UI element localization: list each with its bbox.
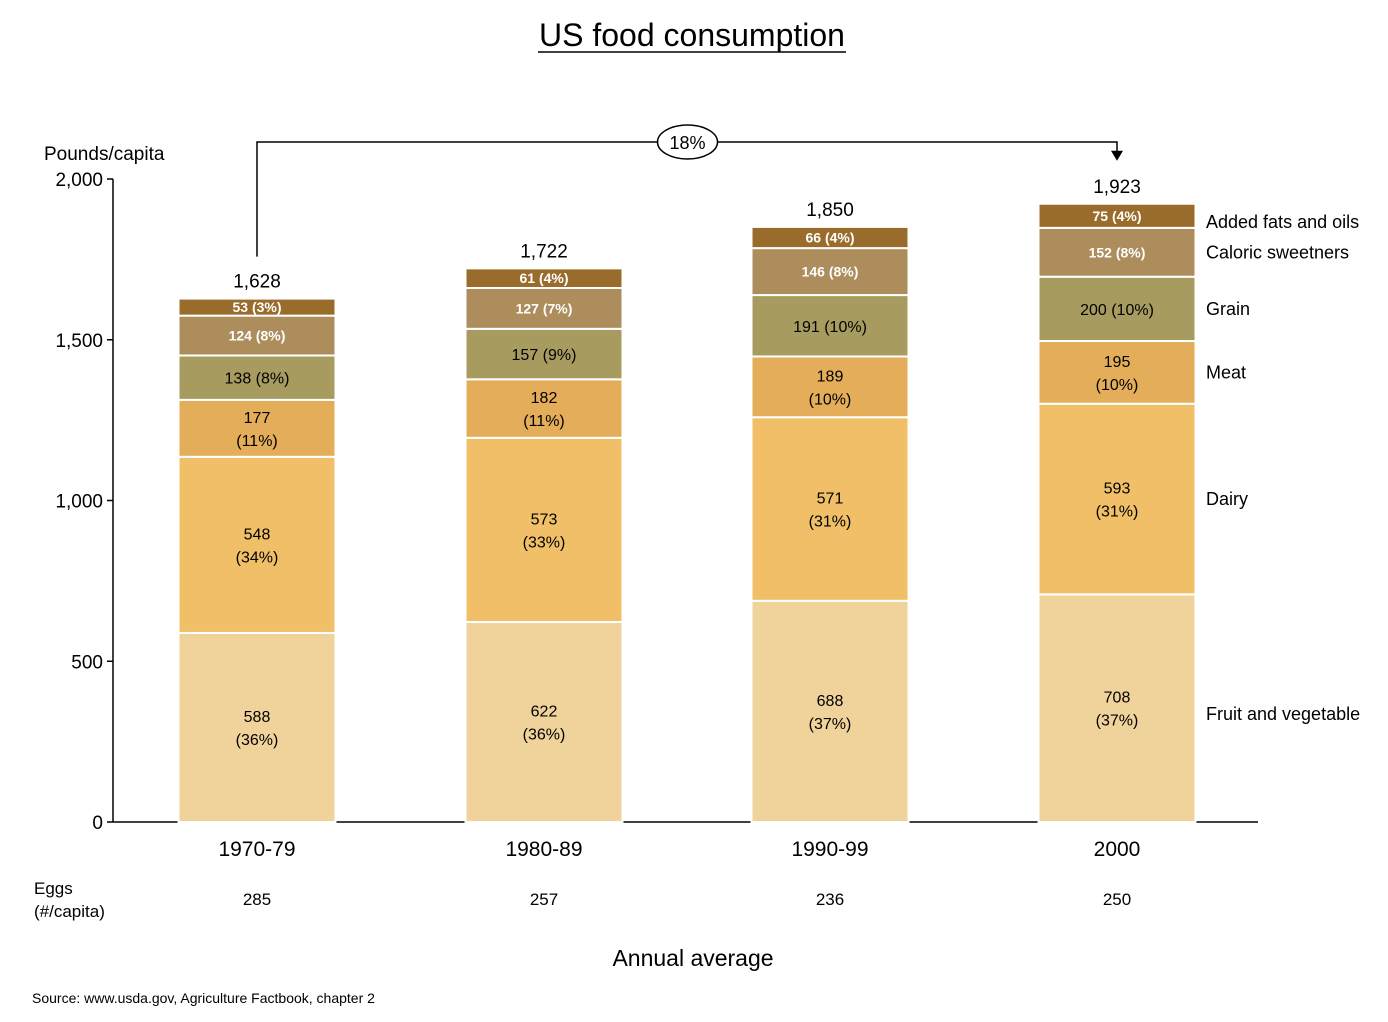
bar-segment bbox=[1037, 340, 1197, 405]
bar-segment bbox=[464, 286, 624, 330]
bar-segment bbox=[1037, 226, 1197, 278]
bar-segment-label: 61 (4%) bbox=[519, 270, 568, 286]
bar-total-label: 1,722 bbox=[520, 241, 568, 262]
bar-segment-label: 573 bbox=[531, 511, 558, 528]
bar-segment bbox=[464, 436, 624, 624]
growth-label: 18% bbox=[669, 133, 705, 153]
bar-segment-label: 622 bbox=[531, 704, 558, 721]
bar-segment-label: (33%) bbox=[523, 534, 566, 551]
bar-segment-label: (37%) bbox=[809, 716, 852, 733]
bar-segment bbox=[1037, 275, 1197, 343]
bar-segment-label: 182 bbox=[531, 390, 558, 407]
bar-segment-label: (10%) bbox=[809, 391, 852, 408]
y-tick-label: 1,500 bbox=[55, 331, 103, 352]
bar-segment-label: (11%) bbox=[523, 413, 565, 430]
bar-segment-label: 75 (4%) bbox=[1092, 208, 1141, 224]
bar-segment-label: 138 (8%) bbox=[225, 371, 290, 388]
bar-segment-label: 688 bbox=[817, 693, 844, 710]
bar-segment-label: 127 (7%) bbox=[516, 300, 573, 316]
bar-segment bbox=[750, 247, 910, 297]
growth-arrowhead bbox=[1111, 150, 1123, 161]
legend-item: Fruit and vegetable bbox=[1206, 704, 1360, 724]
bar-segment bbox=[750, 416, 910, 602]
bar-segment-label: 191 (10%) bbox=[793, 319, 867, 336]
bar-segment bbox=[177, 354, 337, 401]
bar-segment-label: (31%) bbox=[1096, 504, 1139, 521]
bar-segment-label: (36%) bbox=[523, 727, 566, 744]
bar-segment bbox=[464, 378, 624, 439]
bar-segment-label: 708 bbox=[1104, 690, 1131, 707]
legend-item: Dairy bbox=[1206, 489, 1248, 509]
bar-segment bbox=[464, 621, 624, 823]
growth-badge bbox=[656, 124, 719, 160]
eggs-value: 250 bbox=[1103, 890, 1131, 909]
bar-segment-label: (37%) bbox=[1096, 713, 1139, 730]
x-axis-label: Annual average bbox=[612, 945, 773, 971]
bar-total-label: 1,850 bbox=[806, 200, 854, 221]
bar-segment bbox=[177, 455, 337, 634]
bar-segment-label: 548 bbox=[244, 526, 271, 543]
bar-segment-label: (34%) bbox=[236, 549, 279, 566]
bar-segment-label: 53 (3%) bbox=[232, 299, 281, 315]
bar-segment bbox=[1037, 202, 1197, 229]
bar-segment-label: 157 (9%) bbox=[512, 347, 577, 364]
eggs-label: Eggs (#/capita) bbox=[34, 879, 105, 921]
legend: Fruit and vegetable Dairy Meat Grain Caloric… bbox=[1206, 212, 1360, 724]
legend-item: Grain bbox=[1206, 299, 1250, 319]
bar-segment bbox=[750, 599, 910, 823]
bar-segment bbox=[750, 294, 910, 358]
bar-segment-label: 588 bbox=[244, 709, 271, 726]
bar-segment bbox=[177, 297, 337, 317]
legend-item: Added fats and oils bbox=[1206, 212, 1359, 232]
bar-segment-label: 571 bbox=[817, 491, 844, 508]
eggs-values: 285 257 236 250 bbox=[243, 890, 1131, 909]
x-tick-label: 1970-79 bbox=[218, 838, 295, 861]
x-tick-label: 1990-99 bbox=[791, 838, 868, 861]
y-tick-label: 2,000 bbox=[55, 170, 103, 191]
bar-segment bbox=[464, 267, 624, 289]
bar-segment-label: 200 (10%) bbox=[1080, 302, 1154, 319]
bar-segment bbox=[1037, 402, 1197, 596]
legend-item: Caloric sweetners bbox=[1206, 242, 1349, 262]
bar-segment bbox=[177, 631, 337, 824]
eggs-label-line: (#/capita) bbox=[34, 902, 105, 921]
bar-segment-label: 152 (8%) bbox=[1089, 244, 1146, 260]
growth-annotation: 18% bbox=[256, 124, 1123, 257]
source-note: Source: www.usda.gov, Agriculture Factbo… bbox=[32, 990, 375, 1006]
x-tick-label: 1980-89 bbox=[505, 838, 582, 861]
bar-segment-label: 146 (8%) bbox=[802, 264, 859, 280]
eggs-value: 257 bbox=[530, 890, 558, 909]
bar-segment-label: 195 bbox=[1104, 354, 1131, 371]
y-tick-label: 0 bbox=[92, 813, 103, 834]
bar-total-label: 1,628 bbox=[233, 272, 281, 293]
bar-segment-label: 66 (4%) bbox=[805, 230, 854, 246]
y-tick-label: 500 bbox=[71, 652, 103, 673]
bar-segment-label: (11%) bbox=[236, 433, 278, 450]
bar-segment-label: 177 bbox=[244, 410, 271, 427]
chart-title: US food consumption bbox=[539, 17, 845, 53]
bars bbox=[177, 202, 1197, 824]
bar-segment-label: (10%) bbox=[1096, 377, 1139, 394]
y-axis-label: Pounds/capita bbox=[44, 144, 165, 165]
eggs-value: 285 bbox=[243, 890, 271, 909]
legend-item: Meat bbox=[1206, 362, 1246, 382]
bar-segment-label: 189 bbox=[817, 368, 844, 385]
y-tick-label: 1,000 bbox=[55, 492, 103, 513]
bar-segment-label: 124 (8%) bbox=[229, 328, 286, 344]
bar-segment bbox=[177, 398, 337, 458]
bar-segment-label: (31%) bbox=[809, 514, 852, 531]
bar-total-label: 1,923 bbox=[1093, 177, 1141, 198]
bar-segment-label: 593 bbox=[1104, 481, 1131, 498]
bar-labels: 588 (36%) 548 (34%) 177 (11%) 138 (8%) 124 (8%)… bbox=[225, 177, 1154, 749]
eggs-label-line: Eggs bbox=[34, 879, 73, 898]
bar-segment bbox=[177, 314, 337, 357]
x-tick-label: 2000 bbox=[1094, 838, 1141, 861]
bar-segment bbox=[750, 225, 910, 250]
bar-segment-label: (36%) bbox=[236, 732, 279, 749]
eggs-value: 236 bbox=[816, 890, 844, 909]
bar-segment bbox=[1037, 593, 1197, 823]
